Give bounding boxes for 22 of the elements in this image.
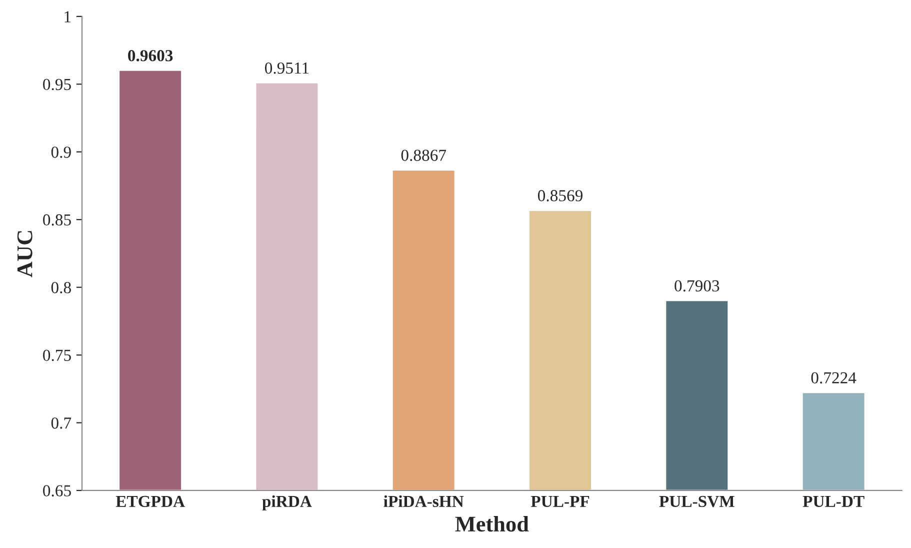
y-tick-label: 0.85 [43, 214, 71, 226]
y-tick-label: 0.65 [43, 485, 71, 496]
y-tick-label: 0.8 [51, 282, 71, 294]
x-tick-label: PUL-SVM [659, 496, 734, 508]
x-tick-label: iPiDA-sHN [384, 495, 464, 508]
y-tick-label: 0.9 [51, 146, 71, 158]
y-axis-title: AUC [17, 231, 32, 278]
y-tick-label: 0.95 [43, 78, 71, 90]
data-label: 0.7903 [674, 280, 720, 292]
x-tick-label: PUL-PF [530, 496, 590, 508]
data-label: 0.9603 [128, 50, 173, 62]
data-label: 0.8569 [538, 190, 582, 202]
x-tick-label: piRDA [262, 495, 312, 510]
x-axis-title: Method [455, 516, 529, 532]
y-tick-label: 0.75 [43, 350, 71, 362]
data-label: 0.9511 [264, 62, 309, 74]
y-tick-label: 0.7 [51, 417, 72, 429]
data-label: 0.7224 [811, 372, 856, 384]
x-tick-label: PUL-DT [802, 496, 864, 508]
data-label: 0.8867 [401, 150, 446, 162]
x-tick-label: ETGPDA [116, 496, 185, 508]
y-tick-label: 1 [64, 11, 71, 22]
